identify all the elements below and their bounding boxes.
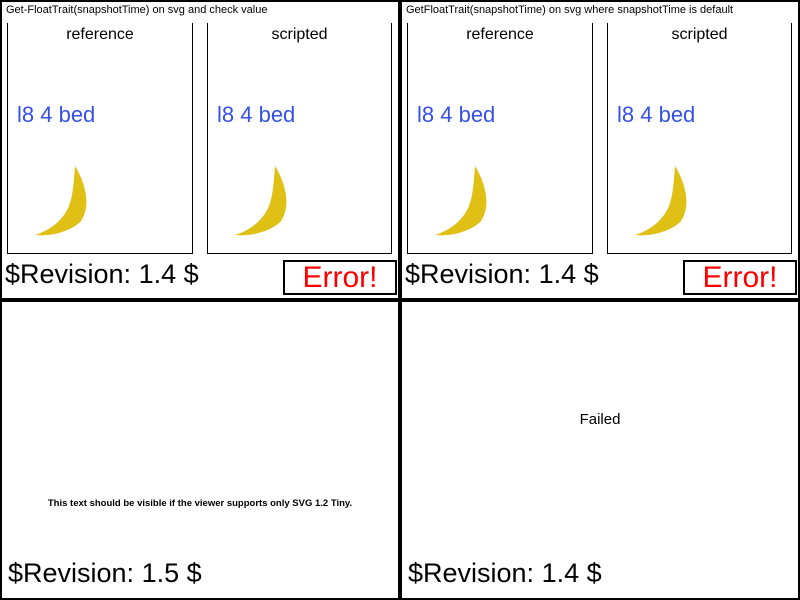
- error-badge: Error!: [283, 260, 397, 295]
- test-panel-top-left: Get-FloatTrait(snapshotTime) on svg and …: [0, 0, 400, 300]
- test-title: Get-FloatTrait(snapshotTime) on svg and …: [6, 4, 268, 16]
- snapshot-value-text: l8 4 bed: [17, 102, 96, 127]
- scripted-panel: scripted l8 4 bed: [207, 23, 392, 254]
- test-panel-bottom-right: Failed $Revision: 1.4 $: [400, 300, 800, 600]
- reference-panel: reference l8 4 bed: [407, 23, 593, 254]
- revision-label: $Revision: 1.4 $: [405, 259, 599, 289]
- crescent-moon-icon: [235, 166, 287, 236]
- scripted-label: scripted: [271, 26, 328, 43]
- snapshot-value-text: l8 4 bed: [217, 102, 296, 127]
- test-panel-top-right: GetFloatTrait(snapshotTime) on svg where…: [400, 0, 800, 300]
- snapshot-value-text: l8 4 bed: [617, 102, 696, 127]
- revision-label: $Revision: 1.5 $: [8, 558, 202, 588]
- reference-label: reference: [466, 26, 534, 43]
- tiny-fallback-text: This text should be visible if the viewe…: [47, 498, 353, 509]
- reference-panel: reference l8 4 bed: [7, 23, 193, 254]
- revision-label: $Revision: 1.4 $: [408, 558, 602, 588]
- test-panel-bottom-left: This text should be visible if the viewe…: [0, 300, 400, 600]
- test-title: GetFloatTrait(snapshotTime) on svg where…: [406, 4, 734, 16]
- crescent-moon-icon: [35, 166, 87, 236]
- crescent-moon-icon: [635, 166, 687, 236]
- revision-label: $Revision: 1.4 $: [5, 259, 199, 289]
- reference-label: reference: [66, 26, 134, 43]
- scripted-label: scripted: [671, 26, 728, 43]
- crescent-moon-icon: [435, 166, 487, 236]
- status-text: Failed: [579, 411, 621, 428]
- snapshot-value-text: l8 4 bed: [417, 102, 496, 127]
- scripted-panel: scripted l8 4 bed: [607, 23, 792, 254]
- error-badge: Error!: [683, 260, 797, 295]
